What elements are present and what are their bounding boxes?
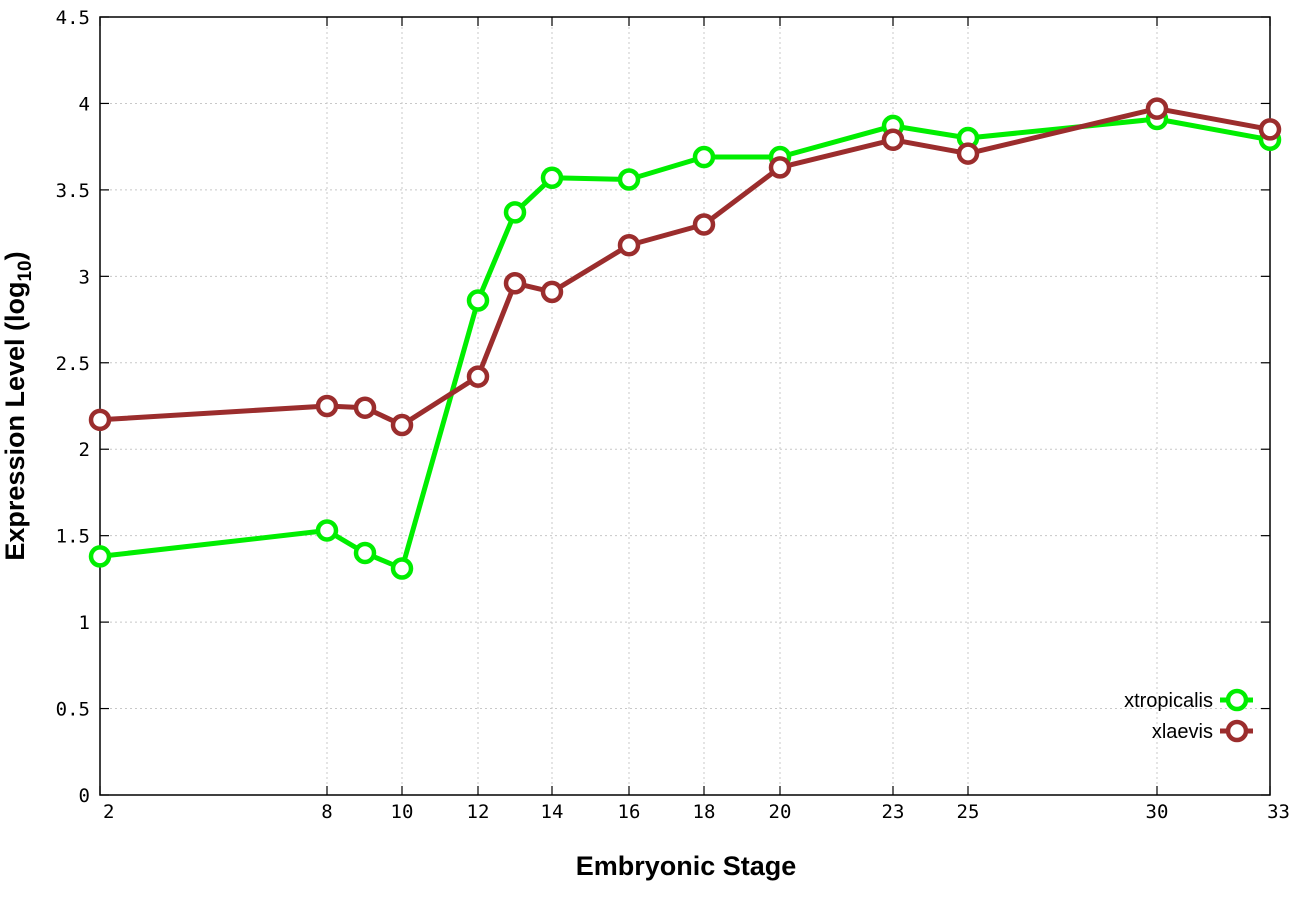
data-point-xlaevis <box>88 408 112 432</box>
y-axis-title-main: Expression Level (log <box>0 282 30 561</box>
series-line-xlaevis <box>99 106 1271 428</box>
series-line-xtropicalis <box>99 116 1271 571</box>
data-point-xtropicalis <box>88 545 112 568</box>
data-point-xlaevis <box>503 271 527 295</box>
data-point-xlaevis <box>353 396 377 419</box>
x-tick-label: 2 <box>103 801 114 823</box>
y-axis-title: Expression Level (log10) <box>0 251 36 560</box>
y-tick-label: 1 <box>79 612 90 634</box>
data-point-xlaevis <box>540 280 564 304</box>
data-point-xlaevis <box>315 394 339 418</box>
data-point-xlaevis <box>1145 97 1169 120</box>
data-point-xlaevis <box>617 233 641 257</box>
x-tick-label: 8 <box>321 801 332 823</box>
x-tick-label: 33 <box>1267 801 1290 823</box>
legend-item-xtropicalis: xtropicalis <box>1124 688 1253 712</box>
data-point-xtropicalis <box>540 166 564 190</box>
x-tick-label: 10 <box>391 801 414 823</box>
series-layer <box>88 97 1282 580</box>
legend-label: xlaevis <box>1152 721 1213 743</box>
x-tick-label: 18 <box>693 801 716 823</box>
x-tick-label: 23 <box>882 801 905 823</box>
legend-label: xtropicalis <box>1124 690 1213 712</box>
y-tick-label: 3.5 <box>56 180 90 202</box>
y-tick-label: 0.5 <box>56 699 90 721</box>
y-tick-label: 0 <box>79 785 90 807</box>
y-tick-label: 2 <box>79 439 90 461</box>
x-axis-title: Embryonic Stage <box>576 851 797 881</box>
legend: xtropicalis xlaevis <box>1124 688 1253 743</box>
data-point-xlaevis <box>390 413 414 437</box>
series-xlaevis <box>88 97 1282 437</box>
x-tick-label: 20 <box>769 801 792 823</box>
y-axis-title-close: ) <box>0 251 30 260</box>
data-point-xlaevis <box>692 213 716 236</box>
data-point-xtropicalis <box>617 168 641 191</box>
y-tick-label: 1.5 <box>56 526 90 548</box>
axis-ticks: 0 0.5 1 1.5 2 2.5 3 3.5 4 4.5 2 8 10 12 14 16 18 20 23 25 30… <box>56 7 1290 823</box>
y-tick-label: 2.5 <box>56 353 90 375</box>
grid-lines <box>100 17 1270 795</box>
legend-item-xlaevis: xlaevis <box>1152 719 1253 743</box>
x-tick-label: 25 <box>957 801 980 823</box>
data-point-xlaevis <box>466 365 490 388</box>
x-tick-label: 30 <box>1146 801 1169 823</box>
data-point-xtropicalis <box>692 145 716 169</box>
plot-area-frame <box>99 16 1271 796</box>
data-point-xtropicalis <box>390 557 414 580</box>
data-point-xtropicalis <box>315 519 339 542</box>
data-point-xlaevis <box>956 142 980 165</box>
x-tick-label: 14 <box>541 801 564 823</box>
y-tick-label: 3 <box>79 266 90 288</box>
data-point-xtropicalis <box>466 289 490 312</box>
data-point-xlaevis <box>1258 118 1282 141</box>
y-tick-label: 4.5 <box>56 7 90 29</box>
data-point-xtropicalis <box>353 541 377 565</box>
y-tick-label: 4 <box>79 93 90 115</box>
legend-marker-swatch <box>1225 719 1249 743</box>
data-point-xtropicalis <box>503 201 527 224</box>
x-tick-label: 16 <box>618 801 641 823</box>
data-point-xlaevis <box>768 156 792 179</box>
series-xtropicalis <box>88 107 1282 580</box>
data-point-xlaevis <box>881 128 905 152</box>
y-axis-title-subscript: 10 <box>15 260 36 281</box>
x-tick-label: 12 <box>467 801 490 823</box>
legend-marker-swatch <box>1225 688 1249 712</box>
